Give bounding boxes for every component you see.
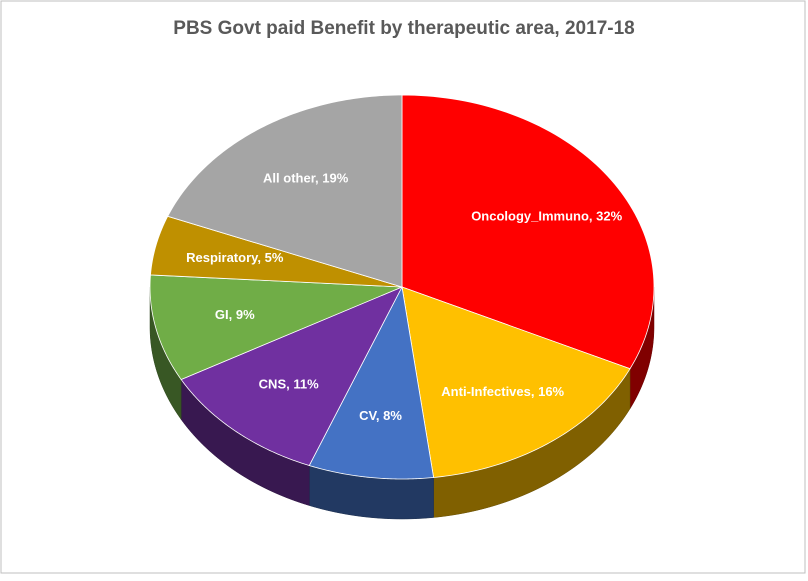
pie-tops [149, 94, 655, 480]
slice [180, 286, 403, 466]
slice [167, 94, 403, 288]
data-label: GI, 9% [215, 307, 255, 322]
data-label: Oncology_Immuno, 32% [471, 208, 622, 223]
data-label: CV, 8% [359, 408, 402, 423]
slice [149, 274, 403, 380]
slice [401, 286, 631, 478]
data-labels: Oncology_Immuno, 32% Anti-Infectives, 16%… [186, 170, 622, 423]
data-label: All other, 19% [263, 170, 349, 185]
chart-title: PBS Govt paid Benefit by therapeutic are… [173, 18, 634, 39]
data-label: CNS, 11% [259, 376, 319, 391]
slice [308, 285, 435, 480]
data-label: Anti-Infectives, 16% [441, 384, 564, 399]
slice [150, 215, 403, 288]
slice [401, 94, 655, 370]
data-label: Respiratory, 5% [186, 250, 284, 265]
